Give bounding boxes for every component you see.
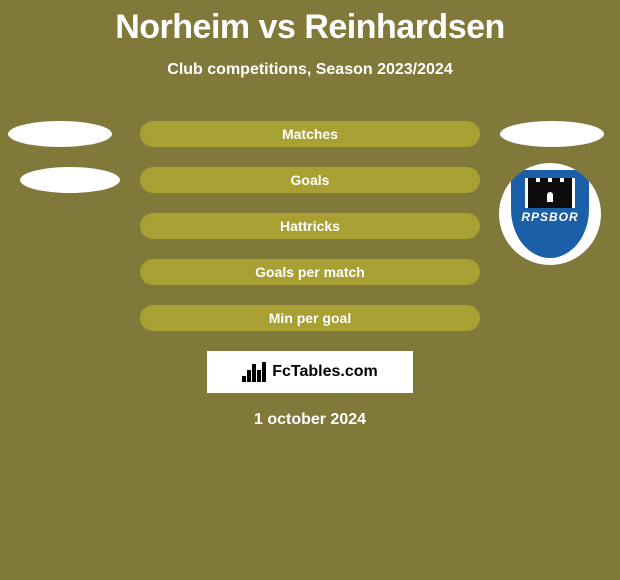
date-text: 1 october 2024 <box>0 411 620 429</box>
stats-area: RPSBOR Matches Goals Hattricks Goals per… <box>0 121 620 331</box>
right-placeholder-1 <box>500 121 604 147</box>
page-title: Norheim vs Reinhardsen <box>0 0 620 47</box>
stat-bar-matches: Matches <box>140 121 480 147</box>
chart-icon <box>242 362 268 382</box>
stat-label: Goals per match <box>255 264 365 280</box>
stat-label: Goals <box>291 172 330 188</box>
stat-bar-goals-per-match: Goals per match <box>140 259 480 285</box>
watermark-text: FcTables.com <box>272 363 378 381</box>
stat-bar-goals: Goals <box>140 167 480 193</box>
watermark: FcTables.com <box>207 351 413 393</box>
stat-bar-min-per-goal: Min per goal <box>140 305 480 331</box>
left-placeholder-1 <box>8 121 112 147</box>
left-placeholder-2 <box>20 167 120 193</box>
badge-text: RPSBOR <box>511 210 589 224</box>
stat-bar-hattricks: Hattricks <box>140 213 480 239</box>
shield-icon: RPSBOR <box>511 170 589 258</box>
page-subtitle: Club competitions, Season 2023/2024 <box>0 61 620 79</box>
stat-label: Matches <box>282 126 338 142</box>
club-badge: RPSBOR <box>499 163 601 265</box>
stat-label: Hattricks <box>280 218 340 234</box>
stat-label: Min per goal <box>269 310 351 326</box>
